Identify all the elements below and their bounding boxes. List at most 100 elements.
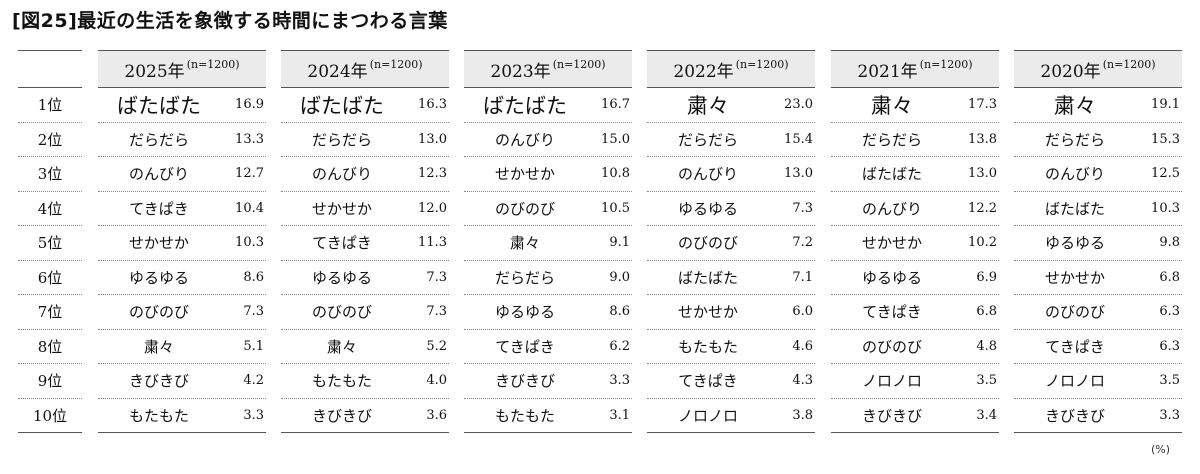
table-row: だらだら 15.3 xyxy=(1014,123,1182,157)
word-cell: せかせか xyxy=(494,165,555,184)
value-cell: 7.3 xyxy=(243,304,264,320)
year-table-3: 2022年 (n=1200) 粛々 23.0 だらだら 15.4 のんびり 13.0 ゆるゆる 7… xyxy=(647,50,815,433)
year-header: 2024年 (n=1200) xyxy=(281,50,449,88)
table-row: きびきび 3.3 xyxy=(464,364,632,399)
word-cell: ばたばた xyxy=(483,93,567,118)
word-cell: のんびり xyxy=(311,165,372,184)
year-label: 2023年 xyxy=(490,61,551,82)
table-row: きびきび 4.2 xyxy=(98,364,266,399)
word-cell: ゆるゆる xyxy=(1044,234,1105,253)
table-row: 粛々 9.1 xyxy=(464,226,632,261)
sample-size: (n=1200) xyxy=(552,57,606,71)
word-cell: のびのび xyxy=(494,199,555,218)
table-row: のびのび 7.2 xyxy=(647,226,815,261)
value-cell: 10.8 xyxy=(601,166,630,182)
year-header: 2020年 (n=1200) xyxy=(1014,50,1182,88)
value-cell: 6.9 xyxy=(976,269,997,285)
table-row: のびのび 4.8 xyxy=(831,330,999,364)
value-cell: 7.1 xyxy=(792,269,813,285)
table-row: のんびり 12.2 xyxy=(831,192,999,226)
value-cell: 4.8 xyxy=(976,338,997,354)
year-header: 2022年 (n=1200) xyxy=(647,50,815,88)
word-cell: のびのび xyxy=(311,303,372,322)
rank-label: 10位 xyxy=(18,399,82,433)
table-row: ばたばた 16.7 xyxy=(464,88,632,123)
value-cell: 10.5 xyxy=(601,200,630,216)
table-row: ゆるゆる 7.3 xyxy=(647,192,815,226)
table-row: もたもた 3.3 xyxy=(98,399,266,433)
year-table-2: 2023年 (n=1200) ばたばた 16.7 のんびり 15.0 せかせか 10.8 のびの… xyxy=(464,50,632,433)
word-cell: きびきび xyxy=(494,372,555,391)
year-header: 2023年 (n=1200) xyxy=(464,50,632,88)
year-label: 2024年 xyxy=(307,61,368,82)
value-cell: 12.2 xyxy=(968,200,997,216)
word-cell: てきぱき xyxy=(312,234,372,253)
value-cell: 15.0 xyxy=(601,131,630,147)
word-cell: ばたばた xyxy=(677,268,738,287)
value-cell: 4.2 xyxy=(243,373,264,389)
value-cell: 17.3 xyxy=(968,97,997,113)
value-cell: 10.3 xyxy=(1151,200,1180,216)
value-cell: 15.4 xyxy=(784,131,813,147)
year-label: 2025年 xyxy=(124,61,185,82)
value-cell: 12.7 xyxy=(235,166,264,182)
value-cell: 10.3 xyxy=(235,235,264,251)
value-cell: 12.5 xyxy=(1151,166,1180,182)
table-row: ばたばた 16.9 xyxy=(98,88,266,123)
word-cell: だらだら xyxy=(1044,130,1105,149)
word-cell: きびきび xyxy=(128,372,189,391)
table-row: だらだら 9.0 xyxy=(464,261,632,295)
word-cell: もたもた xyxy=(677,337,738,356)
table-row: ばたばた 13.0 xyxy=(831,157,999,192)
word-cell: きびきび xyxy=(1044,406,1105,425)
year-table-1: 2024年 (n=1200) ばたばた 16.3 だらだら 13.0 のんびり 12.3 せかせ… xyxy=(281,50,449,433)
value-cell: 8.6 xyxy=(609,304,630,320)
word-cell: だらだら xyxy=(677,130,738,149)
table-row: せかせか 6.0 xyxy=(647,295,815,330)
word-cell: 粛々 xyxy=(509,234,540,253)
rank-label: 9位 xyxy=(18,364,82,399)
table-row: ノロノロ 3.5 xyxy=(831,364,999,399)
year-label: 2022年 xyxy=(673,61,734,82)
table-row: だらだら 13.3 xyxy=(98,123,266,157)
table-row: きびきび 3.3 xyxy=(1014,399,1182,433)
table-row: きびきび 3.4 xyxy=(831,399,999,433)
word-cell: 粛々 xyxy=(687,93,729,118)
table-row: ゆるゆる 9.8 xyxy=(1014,226,1182,261)
table-row: てきぱき 6.8 xyxy=(831,295,999,330)
sample-size: (n=1200) xyxy=(919,57,973,71)
rank-label: 8位 xyxy=(18,330,82,364)
table-row: ゆるゆる 7.3 xyxy=(281,261,449,295)
word-cell: きびきび xyxy=(311,406,372,425)
year-table-0: 2025年 (n=1200) ばたばた 16.9 だらだら 13.3 のんびり 12.7 てきぱ… xyxy=(98,50,266,433)
value-cell: 6.0 xyxy=(792,304,813,320)
table-row: てきぱき 6.2 xyxy=(464,330,632,364)
table-row: のびのび 7.3 xyxy=(281,295,449,330)
word-cell: もたもた xyxy=(494,406,555,425)
word-cell: ノロノロ xyxy=(861,372,922,391)
table-row: ノロノロ 3.8 xyxy=(647,399,815,433)
value-cell: 7.3 xyxy=(792,200,813,216)
word-cell: ばたばた xyxy=(117,93,201,118)
table-row: ばたばた 7.1 xyxy=(647,261,815,295)
table-row: のんびり 12.5 xyxy=(1014,157,1182,192)
word-cell: のびのび xyxy=(1044,303,1105,322)
word-cell: せかせか xyxy=(677,303,738,322)
word-cell: てきぱき xyxy=(129,199,189,218)
word-cell: 粛々 xyxy=(1054,93,1096,118)
word-cell: ノロノロ xyxy=(1044,372,1105,391)
year-header: 2025年 (n=1200) xyxy=(98,50,266,88)
value-cell: 4.0 xyxy=(426,373,447,389)
table-row: 粛々 23.0 xyxy=(647,88,815,123)
word-cell: だらだら xyxy=(128,130,189,149)
word-cell: のんびり xyxy=(128,165,189,184)
value-cell: 12.0 xyxy=(418,200,447,216)
value-cell: 13.3 xyxy=(235,131,264,147)
word-cell: ゆるゆる xyxy=(311,268,372,287)
table-row: ゆるゆる 6.9 xyxy=(831,261,999,295)
value-cell: 4.6 xyxy=(792,338,813,354)
value-cell: 9.8 xyxy=(1159,235,1180,251)
year-table-4: 2021年 (n=1200) 粛々 17.3 だらだら 13.8 ばたばた 13.0 のんびり 1… xyxy=(831,50,999,433)
value-cell: 9.1 xyxy=(609,235,630,251)
sample-size: (n=1200) xyxy=(186,57,240,71)
